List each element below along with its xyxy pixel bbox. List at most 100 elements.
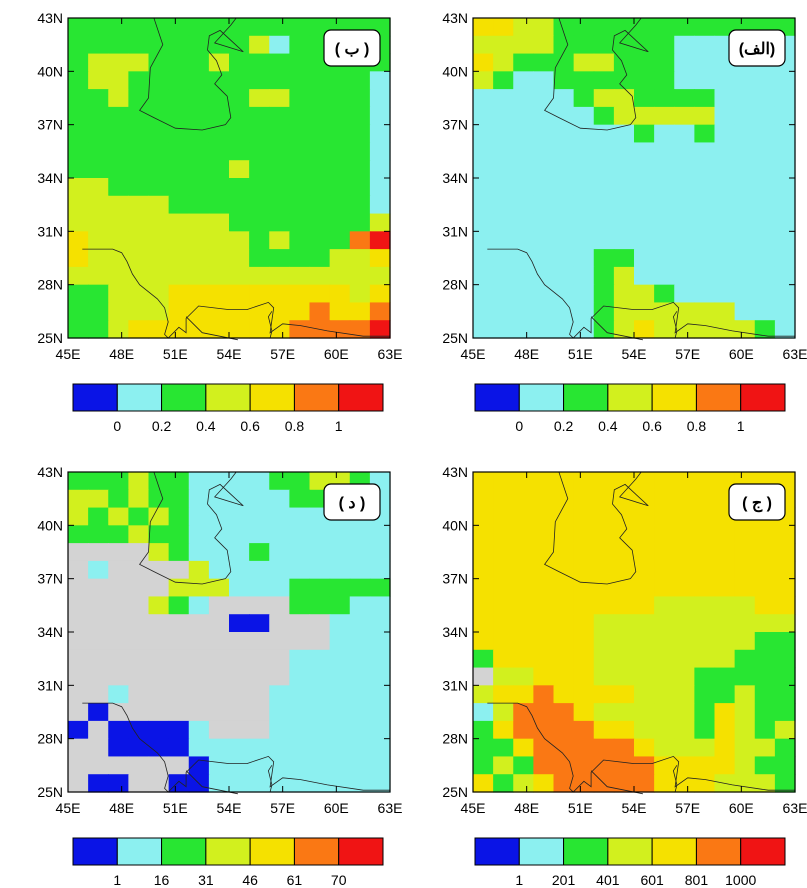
raster-cell — [128, 578, 150, 598]
raster-cell — [289, 756, 311, 775]
raster-cell — [229, 178, 250, 197]
panel-label-box — [728, 483, 786, 521]
y-tick-label: 40N — [37, 63, 63, 79]
raster-cell — [128, 756, 150, 775]
raster-cell — [714, 231, 736, 250]
raster-cell — [513, 507, 534, 526]
raster-cell — [88, 284, 109, 304]
raster-cell — [774, 266, 796, 286]
raster-cell — [774, 124, 796, 144]
colorbar-swatch — [293, 383, 340, 412]
raster-cell — [493, 756, 514, 775]
y-tick-label: 37N — [442, 117, 468, 133]
raster-cell — [88, 160, 109, 179]
raster-cell — [654, 89, 675, 108]
colorbar-swatch — [607, 837, 653, 866]
raster-cell — [329, 124, 351, 144]
raster-cell — [674, 578, 695, 598]
colorbar-swatch — [72, 383, 118, 412]
raster-cell — [593, 507, 615, 526]
raster-cell — [734, 560, 756, 580]
raster-cell — [208, 284, 230, 304]
raster-cell — [329, 249, 351, 268]
raster-cell — [493, 195, 514, 215]
raster-cell — [694, 489, 716, 509]
raster-cell — [68, 53, 89, 72]
raster-cell — [634, 685, 655, 704]
raster-cell — [289, 266, 311, 286]
raster-cell — [249, 124, 270, 144]
raster-cell — [754, 160, 776, 179]
raster-cell — [754, 596, 776, 615]
raster-cell — [88, 320, 109, 339]
x-tick-label: 63E — [378, 346, 403, 362]
raster-cell — [573, 703, 595, 722]
raster-cell — [168, 195, 190, 215]
raster-cell — [128, 213, 150, 232]
coastline — [672, 311, 678, 339]
raster-cell — [493, 578, 514, 598]
raster-cell — [249, 160, 270, 179]
raster-cell — [168, 142, 190, 161]
x-tick-label: 45E — [56, 346, 81, 362]
raster-cell — [148, 560, 170, 580]
raster-cell — [573, 249, 595, 268]
raster-cell — [68, 720, 89, 740]
raster-cell — [68, 756, 89, 775]
raster-cell — [289, 560, 311, 580]
raster-cell — [634, 142, 655, 161]
raster-cell — [108, 525, 129, 544]
raster-cell — [369, 320, 391, 339]
raster-cell — [108, 213, 129, 232]
raster-cell — [714, 266, 736, 286]
raster-cell — [168, 560, 190, 580]
raster-cell — [108, 649, 129, 669]
raster-cell — [774, 320, 796, 339]
raster-cell — [553, 578, 575, 598]
raster-cell — [734, 124, 756, 144]
raster-cell — [88, 266, 109, 286]
raster-cell — [613, 756, 635, 775]
raster-cell — [533, 738, 555, 758]
raster-cell — [593, 284, 615, 304]
raster-cell — [473, 543, 494, 562]
raster-cell — [613, 18, 635, 37]
raster-cell — [329, 525, 351, 544]
raster-cell — [88, 489, 109, 509]
raster-cell — [309, 649, 331, 669]
panel-label: ( د ) — [339, 495, 366, 512]
raster-cell — [269, 213, 290, 232]
raster-cell — [289, 160, 311, 179]
raster-cell — [309, 543, 331, 562]
x-tick-label: 63E — [378, 800, 403, 816]
raster-cell — [309, 685, 331, 704]
raster-cell — [249, 774, 270, 793]
raster-cell — [128, 35, 150, 55]
raster-cell — [148, 71, 170, 90]
raster-cell — [309, 560, 331, 580]
raster-cell — [654, 632, 675, 651]
raster-cell — [208, 18, 230, 37]
raster-cell — [553, 178, 575, 197]
colorbar-label: 31 — [198, 872, 214, 888]
raster-cell — [289, 525, 311, 544]
raster-cell — [208, 756, 230, 775]
raster-cell — [168, 703, 190, 722]
x-tick-label: 51E — [163, 346, 188, 362]
raster-cell — [533, 124, 555, 144]
raster-cell — [613, 703, 635, 722]
raster-cell — [188, 53, 210, 72]
raster-cell — [289, 18, 311, 37]
raster-cell — [369, 578, 391, 598]
raster-cell — [473, 560, 494, 580]
raster-cell — [513, 106, 534, 126]
colorbar-swatch — [563, 383, 609, 412]
raster-cell — [734, 685, 756, 704]
raster-cell — [188, 667, 210, 686]
raster-cell — [88, 667, 109, 686]
raster-cell — [634, 213, 655, 232]
raster-cell — [493, 231, 514, 250]
raster-cell — [634, 266, 655, 286]
raster-cell — [654, 53, 675, 72]
raster-cell — [208, 703, 230, 722]
